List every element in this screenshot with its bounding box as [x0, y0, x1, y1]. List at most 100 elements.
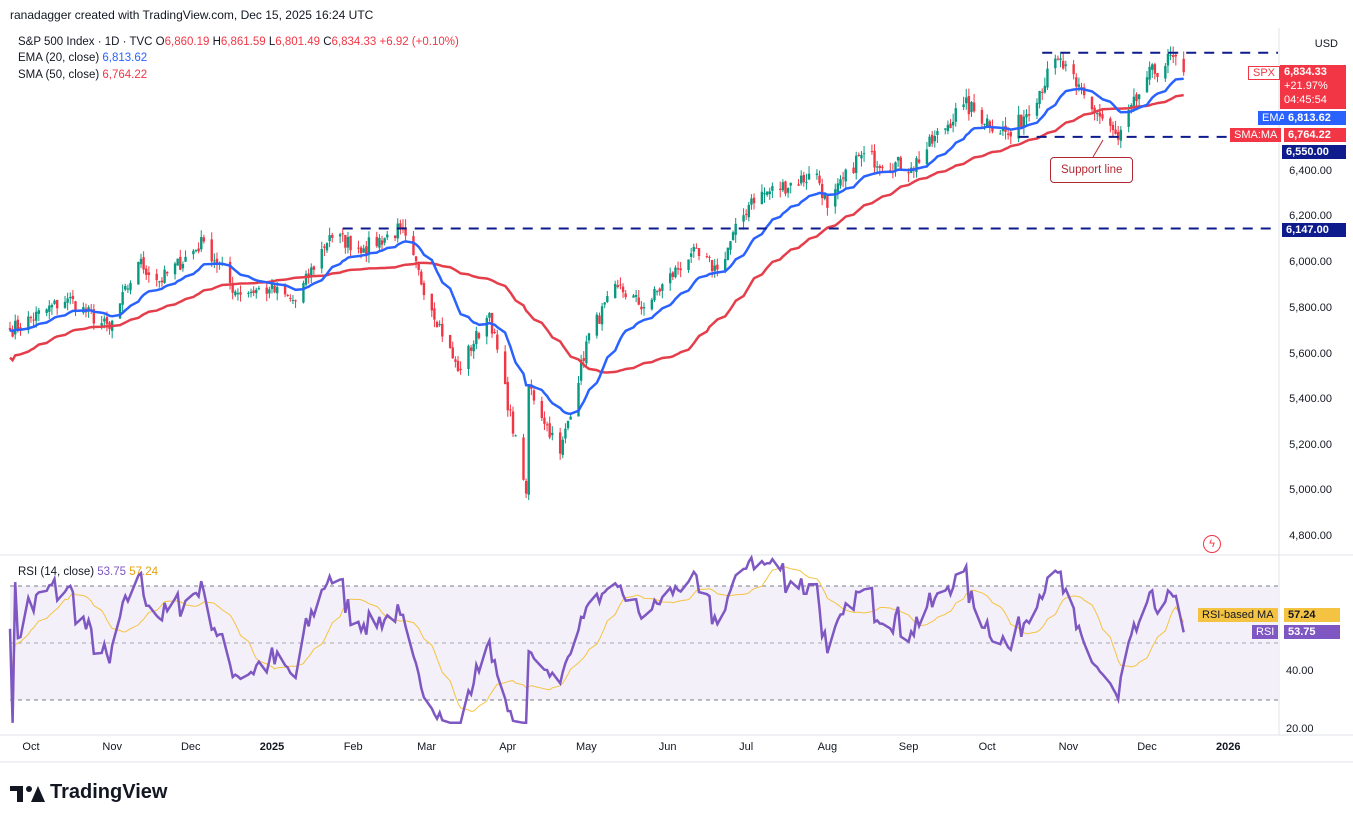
candle-body: [129, 282, 132, 291]
price-tick: 5,400.00: [1289, 393, 1332, 405]
candle-body: [540, 400, 544, 419]
candle: [763, 187, 766, 203]
candle-body: [760, 191, 764, 205]
candle-body: [634, 294, 638, 297]
candle: [841, 171, 845, 188]
candle-body: [582, 358, 585, 361]
candle-body: [545, 424, 549, 426]
candle: [1111, 121, 1115, 138]
candle: [37, 307, 41, 322]
candle-body: [433, 308, 436, 320]
candle: [493, 328, 496, 335]
candle-body: [412, 236, 415, 256]
time-tick: Feb: [343, 741, 363, 753]
price-axis[interactable]: USD 6,400.00 6,200.00 6,000.00 5,800.00 …: [1280, 28, 1350, 548]
candle-body: [103, 318, 106, 322]
candle: [949, 119, 952, 129]
candle: [875, 160, 879, 174]
candle-body: [999, 133, 1002, 135]
candle-body: [689, 253, 693, 257]
time-tick: Oct: [978, 741, 996, 753]
candle: [163, 265, 166, 284]
candle: [1153, 62, 1157, 80]
candle-body: [970, 101, 973, 113]
candle-body: [765, 191, 769, 195]
legend-close: 6,834.33: [331, 36, 377, 48]
candle-body: [532, 390, 536, 401]
candle: [312, 265, 316, 275]
candle-body: [624, 293, 627, 298]
candle-body: [569, 416, 572, 420]
candle-body: [619, 284, 622, 286]
candle: [999, 129, 1002, 135]
candle-body: [752, 197, 756, 204]
time-axis[interactable]: Oct Nov Dec 2025 Feb Mar Apr May Jun Jul Aug Sep Oct…: [0, 741, 1353, 757]
candle-body: [820, 183, 824, 198]
candle: [760, 184, 764, 205]
time-tick: Dec: [1137, 741, 1157, 753]
candle-body: [1059, 58, 1062, 61]
candle: [145, 265, 148, 280]
candle-body: [477, 333, 481, 339]
candle-body: [393, 235, 397, 239]
candle-body: [823, 194, 826, 199]
candle: [8, 321, 12, 332]
candle-body: [1027, 114, 1031, 116]
candle-body: [1098, 112, 1102, 117]
candle-body: [967, 95, 971, 115]
candle-body: [252, 290, 255, 294]
candle: [1156, 72, 1159, 83]
candle: [634, 289, 638, 303]
candle: [48, 300, 51, 319]
time-tick: Mar: [417, 741, 437, 753]
candle: [1061, 53, 1065, 70]
candle-body: [456, 360, 460, 371]
candle: [294, 299, 297, 309]
candle-body: [1132, 96, 1136, 106]
legend-change: +6.92 (+0.10%): [379, 36, 459, 48]
candle-body: [577, 382, 580, 417]
candle-body: [566, 420, 570, 429]
candle: [488, 311, 491, 322]
candle-body: [160, 280, 164, 283]
rsi-ma-line: [9, 565, 1185, 712]
candle: [595, 312, 599, 339]
candle: [126, 284, 130, 293]
candle-body: [600, 306, 604, 325]
candle: [173, 261, 177, 280]
legend-sma-value: 6,764.22: [102, 69, 148, 81]
sma-50-line: [9, 93, 1184, 374]
candle-body: [346, 236, 350, 248]
candle: [619, 277, 622, 290]
candle-body: [139, 258, 143, 265]
candle: [1151, 63, 1154, 78]
legend-rsi: RSI (14, close) 53.75 57.24: [18, 566, 159, 578]
candle-body: [289, 297, 292, 299]
candle: [713, 258, 716, 278]
candle-body: [899, 157, 902, 171]
brand-name: TradingView: [50, 781, 168, 803]
candle-body: [907, 172, 910, 174]
candle: [396, 218, 399, 243]
candle: [653, 286, 656, 302]
candle-body: [1096, 113, 1099, 115]
candle-body: [983, 123, 986, 125]
candle: [621, 283, 625, 298]
candle: [965, 88, 968, 110]
candle-body: [640, 306, 643, 310]
candle: [158, 280, 161, 288]
lightning-icon[interactable]: ϟ: [1203, 535, 1221, 553]
candle-body: [247, 292, 250, 294]
candle-body: [236, 292, 240, 295]
candle-body: [896, 156, 900, 161]
candle: [566, 420, 570, 431]
rsi-ma-tag: RSI-based MA: [1198, 608, 1278, 622]
candle-body: [1038, 91, 1041, 104]
candle-body: [422, 283, 426, 296]
candle-body: [338, 234, 342, 237]
candle: [532, 388, 536, 405]
legend-ema: EMA (20, close) 6,813.62: [18, 52, 148, 64]
candle: [1174, 53, 1178, 66]
candle-body: [928, 136, 931, 147]
